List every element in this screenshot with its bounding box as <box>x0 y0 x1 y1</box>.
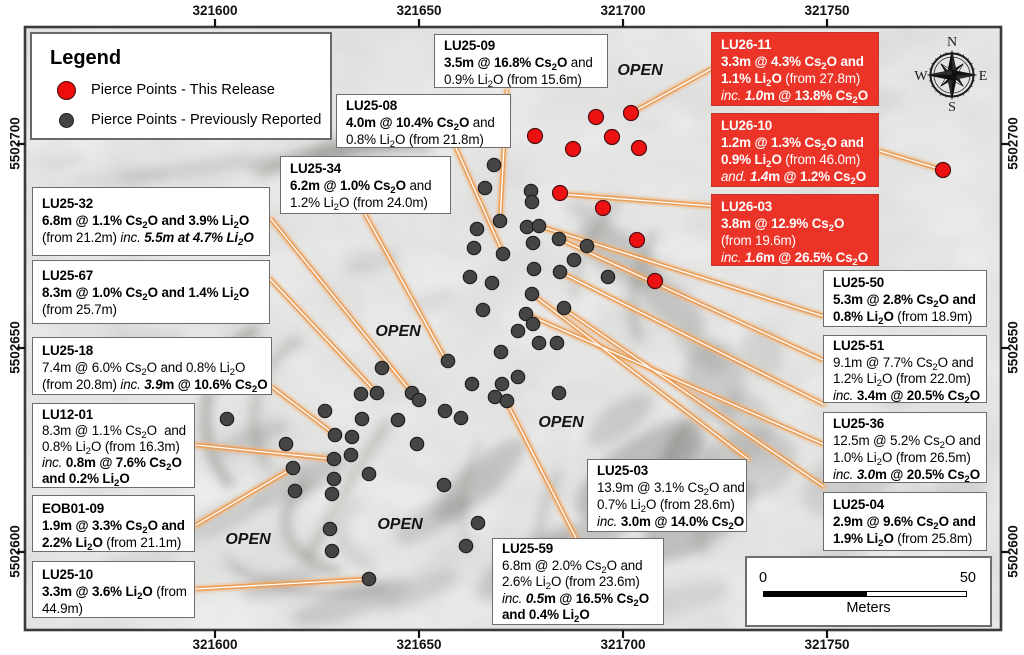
svg-text:OPEN: OPEN <box>377 516 423 533</box>
svg-text:W: W <box>914 69 928 84</box>
svg-text:OPEN: OPEN <box>617 62 663 79</box>
svg-text:OPEN: OPEN <box>538 414 584 431</box>
svg-text:N: N <box>947 35 957 50</box>
svg-text:E: E <box>979 69 988 84</box>
svg-text:S: S <box>948 100 956 115</box>
svg-text:OPEN: OPEN <box>375 323 421 340</box>
svg-text:OPEN: OPEN <box>225 531 271 548</box>
